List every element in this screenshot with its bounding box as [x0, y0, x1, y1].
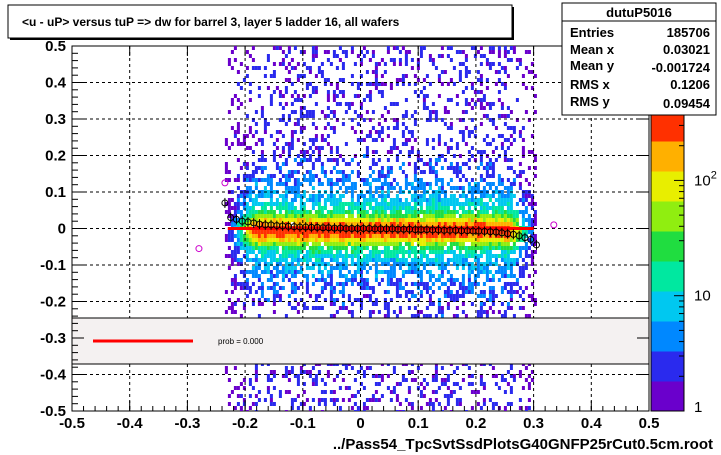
x-tick-label: -0.3: [174, 415, 200, 432]
x-tick-label: 0.1: [408, 415, 429, 432]
x-tick-label: 0.4: [581, 415, 603, 432]
y-tick-label: -0.3: [40, 330, 66, 347]
y-tick-label: -0.2: [40, 294, 66, 311]
colorbar-tick-label: 102: [694, 169, 717, 189]
y-tick-label: 0.4: [45, 75, 67, 92]
x-axis-title: ../Pass54_TpcSvtSsdPlotsG40GNFP25rCut0.5…: [333, 436, 713, 453]
title-box: <u - uP> versus tuP => dw for barrel 3, …: [7, 4, 514, 40]
stats-rmsx-label: RMS x: [570, 77, 611, 92]
colorbar-tick-label: 1: [694, 399, 702, 416]
y-tick-label: 0: [58, 221, 66, 238]
x-tick-label: 0.5: [639, 415, 660, 432]
x-tick-label: 0: [356, 415, 364, 432]
stats-meanx-label: Mean x: [570, 42, 615, 57]
outlier-point: [550, 221, 558, 229]
color-bar: 1 10 102: [650, 110, 717, 416]
stats-meany-value: -0.001724: [651, 60, 710, 75]
x-tick-label: -0.4: [117, 415, 144, 432]
stats-rmsx-value: 0.1206: [670, 77, 710, 92]
legend-entry-label: prob = 0.000: [218, 337, 264, 346]
axes: -0.5 -0.4 -0.3 -0.2 -0.1 0 0.1 0.2 0.3 0.4 0.5 -0.5…: [40, 38, 659, 432]
legend-box: prob = 0.000: [71, 317, 650, 365]
x-tick-label: 0.2: [465, 415, 486, 432]
x-tick-label: -0.2: [232, 415, 258, 432]
chart-title: <u - uP> versus tuP => dw for barrel 3, …: [22, 15, 400, 29]
stats-rmsy-label: RMS y: [570, 94, 611, 109]
colorbar-tick-label: 10: [694, 288, 711, 305]
y-tick-label: 0.5: [45, 38, 66, 55]
y-tick-label: -0.5: [40, 403, 66, 420]
outlier-point: [195, 245, 203, 253]
stats-box: dutuP5016 Entries 185706 Mean x 0.03021 …: [561, 2, 717, 116]
y-tick-label: -0.4: [40, 367, 67, 384]
x-tick-label: -0.1: [290, 415, 316, 432]
y-tick-label: -0.1: [40, 257, 66, 274]
plot-marks: [195, 179, 558, 253]
y-tick-label: 0.3: [45, 111, 66, 128]
y-tick-label: 0.1: [45, 184, 66, 201]
stats-rmsy-value: 0.09454: [663, 96, 711, 111]
stats-title: dutuP5016: [606, 5, 672, 20]
y-tick-label: 0.2: [45, 148, 66, 165]
stats-entries-label: Entries: [570, 25, 614, 40]
stats-entries-value: 185706: [667, 25, 710, 40]
stats-meany-label: Mean y: [570, 58, 615, 73]
stats-meanx-value: 0.03021: [663, 42, 710, 57]
x-tick-label: -0.5: [59, 415, 85, 432]
x-tick-label: 0.3: [523, 415, 544, 432]
outlier-point: [221, 179, 229, 187]
